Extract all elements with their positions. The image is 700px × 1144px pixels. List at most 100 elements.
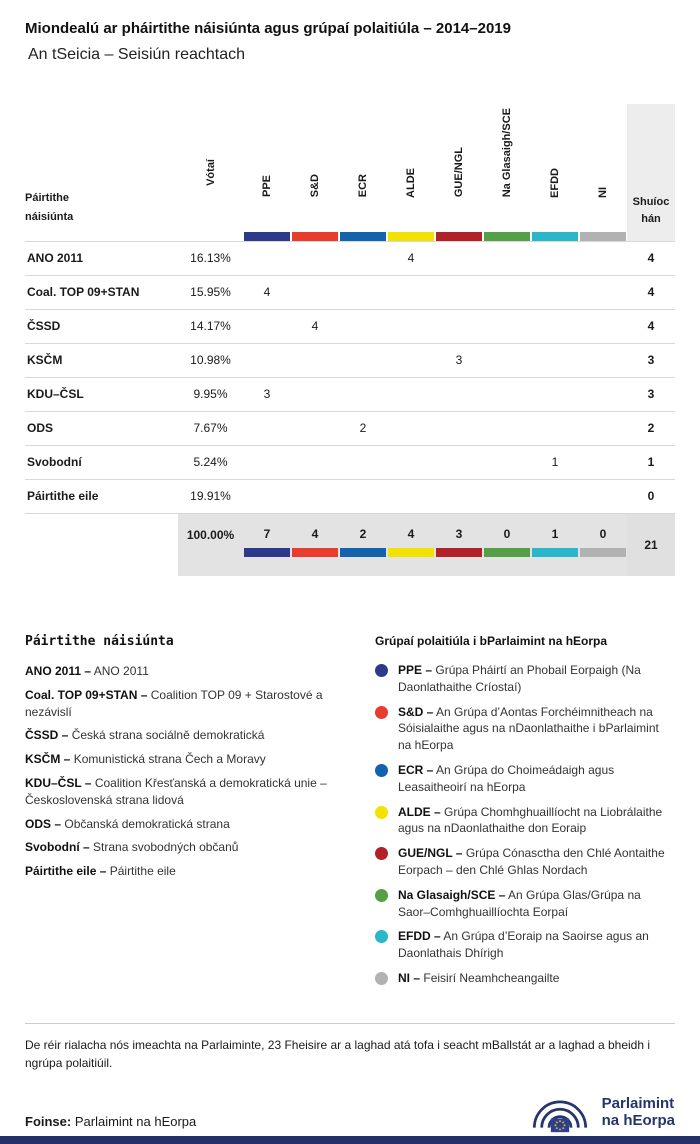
- votes-cell: 7.67%: [178, 411, 243, 446]
- group-color-bar: [388, 547, 434, 557]
- group-col-header-ecr: ECR: [339, 104, 387, 242]
- legend-color-dot: [375, 805, 388, 819]
- votes-cell: 16.13%: [178, 241, 243, 276]
- group-color-bar: [244, 231, 290, 241]
- legend-color-dot: [375, 930, 388, 944]
- group-color-bar: [580, 231, 626, 241]
- group-legend-item: ALDE – Grúpa Chomhghuaillíocht na Liobrá…: [375, 804, 675, 838]
- party-legend-item: KSČM – Komunistická strana Čech a Moravy: [25, 752, 266, 767]
- table-row: Svobodní 5.24% 1 1: [25, 445, 675, 480]
- party-name: KDU–ČSL: [25, 377, 178, 412]
- legend-parties: Páirtithe náisiúnta ANO 2011 – ANO 2011 …: [25, 634, 360, 995]
- group-legend-item: NI – Feisirí Neamhcheangailte: [375, 970, 675, 987]
- votes-col-header: Vótaí: [178, 104, 243, 242]
- group-legend-item: S&D – An Grúpa d’Aontas Forchéimnitheach…: [375, 704, 675, 754]
- seats-cell: 4: [627, 309, 675, 344]
- table-row: KDU–ČSL 9.95% 3 3: [25, 377, 675, 412]
- footnote: De réir rialacha nós imeachta na Parlaim…: [25, 1037, 651, 1071]
- group-legend-item: PPE – Grúpa Pháirtí an Phobail Eorpaigh …: [375, 662, 675, 696]
- votes-cell: 5.24%: [178, 445, 243, 480]
- legend-color-dot: [375, 705, 388, 719]
- votes-cell: 15.95%: [178, 275, 243, 310]
- ep-hemicycle-icon: [532, 1100, 587, 1133]
- seats-cell: 3: [627, 377, 675, 412]
- votes-total: 100.00%: [178, 513, 243, 576]
- group-legend-item: GUE/NGL – Grúpa Cónasctha den Chlé Aonta…: [375, 845, 675, 879]
- legend-color-dot: [375, 888, 388, 902]
- party-header-line2: náisiúnta: [25, 210, 74, 223]
- legend-groups: Grúpaí polaitiúla i bParlaimint na hEorp…: [375, 634, 675, 995]
- party-name: Páirtithe eile: [25, 479, 178, 514]
- group-color-bar: [580, 547, 626, 557]
- table-row: ČSSD 14.17% 4 4: [25, 309, 675, 344]
- results-table: Páirtithe náisiúnta Vótaí PPE S&D ECR ALD…: [25, 104, 675, 576]
- seats-cell: 2: [627, 411, 675, 446]
- party-legend-item: Páirtithe eile – Páirtithe eile: [25, 864, 176, 879]
- party-name: Coal. TOP 09+STAN: [25, 275, 178, 310]
- group-color-bar: [532, 231, 578, 241]
- page-title: Miondealú ar pháirtithe náisiúnta agus g…: [25, 20, 511, 37]
- table-row: Coal. TOP 09+STAN 15.95% 4 4: [25, 275, 675, 310]
- group-legend-item: EFDD – An Grúpa d’Eoraip na Saoirse agus…: [375, 928, 675, 962]
- party-name: Svobodní: [25, 445, 178, 480]
- party-name: ANO 2011: [25, 241, 178, 276]
- legend-color-dot: [375, 847, 388, 861]
- table-row: ODS 7.67% 2 2: [25, 411, 675, 446]
- group-color-bar: [340, 547, 386, 557]
- footer-row: Foinse: Parlaimint na hEorpa Parlaimint …: [25, 1089, 675, 1135]
- party-legend-item: ČSSD – Česká strana sociálně demokratick…: [25, 728, 265, 743]
- party-name: ČSSD: [25, 309, 178, 344]
- seats-total: 21: [627, 513, 675, 576]
- group-color-bar: [292, 231, 338, 241]
- ep-logo-text: Parlaimint na hEorpa: [601, 1094, 675, 1129]
- table-row: KSČM 10.98% 3 3: [25, 343, 675, 378]
- party-legend-item: ODS – Občanská demokratická strana: [25, 816, 230, 831]
- party-legend-item: KDU–ČSL – Coalition Křesťanská a demokra…: [25, 775, 327, 807]
- table-row: ANO 2011 16.13% 4 4: [25, 241, 675, 276]
- group-legend-item: Na Glasaigh/SCE – An Grúpa Glas/Grúpa na…: [375, 887, 675, 921]
- votes-cell: 14.17%: [178, 309, 243, 344]
- party-legend-item: ANO 2011 – ANO 2011: [25, 664, 149, 678]
- group-color-bar: [388, 231, 434, 241]
- seats-cell: 4: [627, 275, 675, 310]
- votes-cell: 9.95%: [178, 377, 243, 412]
- group-col-header-ppe: PPE: [243, 104, 291, 242]
- party-col-header: Páirtithe náisiúnta: [25, 104, 178, 242]
- table-row: Páirtithe eile 19.91% 0: [25, 479, 675, 514]
- legend-color-dot: [375, 664, 388, 677]
- seats-cell: 1: [627, 445, 675, 480]
- party-header-line1: Páirtithe: [25, 192, 70, 205]
- group-col-header-guengl: GUE/NGL: [435, 104, 483, 242]
- party-name: KSČM: [25, 343, 178, 378]
- group-col-header-greens: Na Glasaigh/SCE: [483, 104, 531, 242]
- legend-color-dot: [375, 763, 388, 777]
- group-color-bar: [484, 231, 530, 241]
- group-col-header-sd: S&D: [291, 104, 339, 242]
- group-color-bar: [436, 231, 482, 241]
- legend: Páirtithe náisiúnta ANO 2011 – ANO 2011 …: [25, 634, 675, 995]
- seats-cell: 3: [627, 343, 675, 378]
- votes-cell: 10.98%: [178, 343, 243, 378]
- group-legend-item: ECR – An Grúpa do Choimeádaigh agus Leas…: [375, 762, 675, 796]
- group-col-header-ni: NI: [579, 104, 627, 242]
- party-legend-item: Coal. TOP 09+STAN – Coalition TOP 09 + S…: [25, 687, 323, 719]
- source: Foinse: Parlaimint na hEorpa: [25, 1113, 197, 1129]
- group-color-bar: [484, 547, 530, 557]
- seats-cell: 4: [627, 241, 675, 276]
- table-header-row: Páirtithe náisiúnta Vótaí PPE S&D ECR ALD…: [25, 104, 675, 242]
- legend-groups-title: Grúpaí polaitiúla i bParlaimint na hEorp…: [375, 634, 608, 648]
- legend-parties-title: Páirtithe náisiúnta: [25, 634, 174, 649]
- divider: [25, 1022, 675, 1024]
- group-color-bar: [244, 547, 290, 557]
- legend-color-dot: [375, 971, 388, 985]
- page-subtitle: An tSeicia – Seisiún reachtach: [28, 46, 246, 63]
- votes-cell: 19.91%: [178, 479, 243, 514]
- party-name: ODS: [25, 411, 178, 446]
- group-color-bar: [340, 231, 386, 241]
- group-color-bar: [436, 547, 482, 557]
- ep-logo: Parlaimint na hEorpa: [527, 1089, 675, 1135]
- group-color-bar: [292, 547, 338, 557]
- group-col-header-efdd: EFDD: [531, 104, 579, 242]
